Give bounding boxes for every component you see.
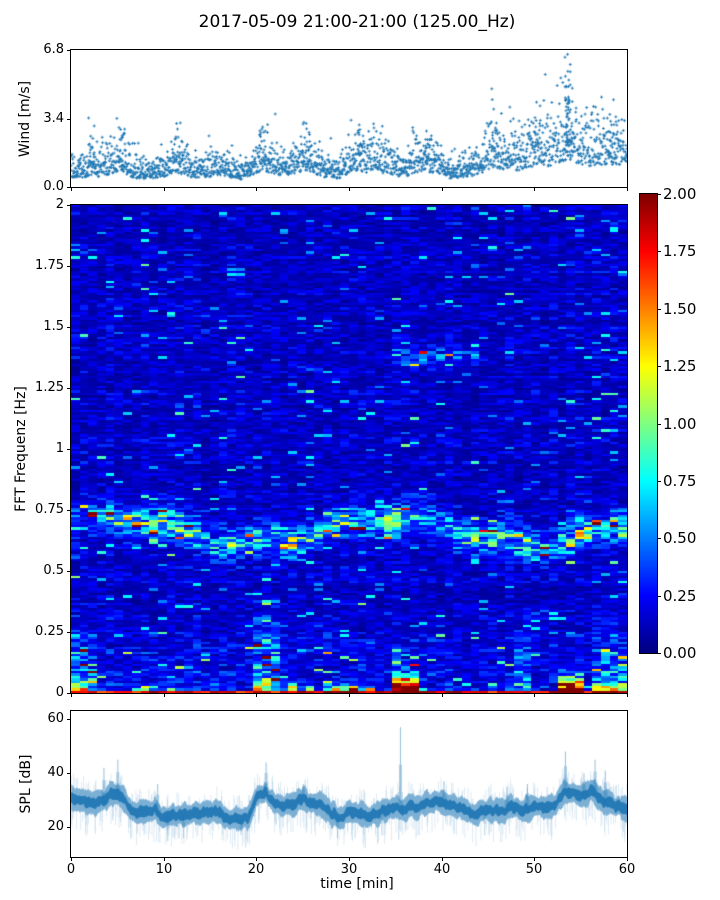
tick-mark	[349, 693, 350, 697]
tick-mark	[71, 693, 72, 697]
tick-mark	[657, 424, 661, 425]
tick-label: 30	[340, 862, 358, 877]
tick-mark	[442, 187, 443, 191]
tick-mark	[534, 187, 535, 191]
tick-mark	[627, 857, 628, 861]
tick-mark	[657, 653, 661, 654]
tick-mark	[442, 693, 443, 697]
tick-label: 40	[47, 765, 64, 780]
tick-mark	[657, 596, 661, 597]
tick-mark	[657, 309, 661, 310]
tick-mark	[67, 187, 71, 188]
tick-label: 1.75	[663, 242, 697, 260]
tick-label: 20	[247, 862, 265, 877]
tick-label: 3.4	[43, 111, 64, 126]
tick-mark	[657, 194, 661, 195]
tick-label: 0.25	[663, 587, 697, 605]
tick-mark	[67, 827, 71, 828]
tick-label: 0.75	[35, 502, 64, 517]
tick-mark	[67, 205, 71, 206]
wind-y-axis-label: Wind [m/s]	[17, 80, 33, 157]
tick-mark	[67, 327, 71, 328]
tick-mark	[349, 857, 350, 861]
tick-label: 10	[155, 862, 173, 877]
tick-mark	[67, 632, 71, 633]
tick-label: 0.0	[43, 179, 64, 194]
tick-mark	[67, 571, 71, 572]
tick-mark	[627, 693, 628, 697]
tick-mark	[349, 187, 350, 191]
tick-mark	[67, 693, 71, 694]
tick-label: 60	[618, 862, 636, 877]
x-axis-label: time [min]	[320, 876, 394, 892]
tick-mark	[657, 481, 661, 482]
tick-label: 1	[55, 441, 64, 456]
tick-mark	[67, 719, 71, 720]
tick-mark	[164, 857, 165, 861]
tick-label: 1.25	[663, 357, 697, 375]
tick-label: 50	[525, 862, 543, 877]
tick-label: 40	[433, 862, 451, 877]
tick-mark	[67, 449, 71, 450]
tick-mark	[164, 187, 165, 191]
tick-label: 2.00	[663, 185, 697, 203]
tick-mark	[534, 693, 535, 697]
tick-mark	[67, 510, 71, 511]
tick-mark	[67, 119, 71, 120]
tick-mark	[67, 266, 71, 267]
tick-mark	[67, 388, 71, 389]
tick-label: 60	[47, 711, 64, 726]
tick-mark	[67, 50, 71, 51]
wind-scatter-plot	[71, 50, 627, 187]
tick-label: 0.00	[663, 644, 697, 662]
tick-label: 0.50	[663, 529, 697, 547]
tick-mark	[71, 857, 72, 861]
tick-label: 0.25	[35, 624, 64, 639]
tick-mark	[256, 857, 257, 861]
tick-mark	[657, 251, 661, 252]
tick-label: 0.75	[663, 472, 697, 490]
tick-label: 1.50	[663, 300, 697, 318]
tick-label: 0	[55, 685, 64, 700]
tick-label: 6.8	[43, 42, 64, 57]
chart-title: 2017-05-09 21:00-21:00 (125.00_Hz)	[198, 12, 516, 32]
tick-label: 1.25	[35, 380, 64, 395]
tick-mark	[164, 693, 165, 697]
spectrogram-heatmap	[71, 205, 627, 693]
tick-mark	[657, 538, 661, 539]
tick-mark	[71, 187, 72, 191]
tick-mark	[657, 366, 661, 367]
spl-line-plot	[71, 711, 627, 857]
tick-mark	[256, 187, 257, 191]
tick-mark	[256, 693, 257, 697]
tick-mark	[534, 857, 535, 861]
tick-label: 1.5	[43, 319, 64, 334]
tick-mark	[442, 857, 443, 861]
tick-label: 1.00	[663, 415, 697, 433]
tick-mark	[67, 773, 71, 774]
colorbar	[640, 194, 657, 653]
tick-mark	[627, 187, 628, 191]
tick-label: 2	[55, 197, 64, 212]
tick-label: 1.75	[35, 258, 64, 273]
tick-label: 20	[47, 819, 64, 834]
tick-label: 0	[66, 862, 76, 877]
tick-label: 0.5	[43, 563, 64, 578]
